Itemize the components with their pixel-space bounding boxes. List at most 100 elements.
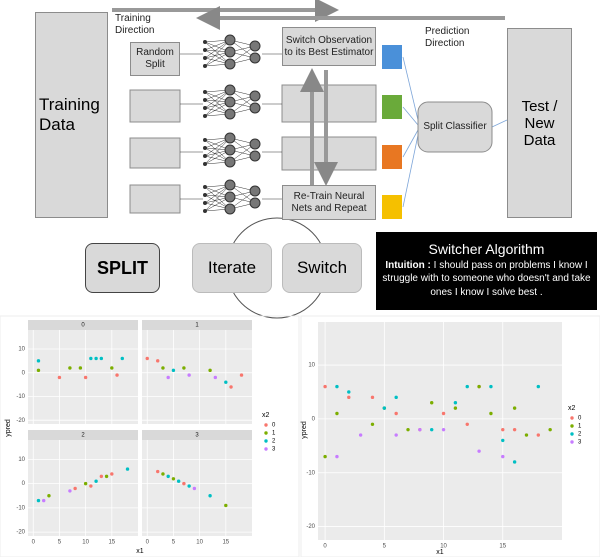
point — [441, 411, 446, 416]
panel-background — [142, 440, 252, 536]
algorithm-box: Switcher Algorithm Intuition : I should … — [376, 232, 597, 310]
legend-label: 2 — [578, 432, 582, 438]
point — [36, 498, 41, 503]
panel-background — [318, 322, 562, 540]
training-direction: Training Direction — [115, 13, 155, 36]
facet-title: 3 — [195, 433, 199, 439]
estimator-box — [281, 136, 377, 171]
x-tick-label: 0 — [146, 540, 150, 546]
facet-title: 1 — [195, 323, 199, 329]
point — [42, 498, 46, 503]
point — [394, 433, 398, 437]
y-tick-label: -20 — [16, 418, 25, 424]
legend-label: 0 — [272, 423, 276, 429]
point — [501, 454, 505, 459]
point — [512, 427, 517, 432]
neuron — [224, 108, 236, 120]
point — [73, 486, 77, 491]
neuron — [203, 90, 207, 94]
point — [239, 373, 244, 377]
point — [213, 375, 218, 380]
point — [182, 366, 186, 370]
neuron — [203, 56, 207, 60]
neuron — [224, 203, 236, 215]
legend-swatch — [570, 432, 574, 436]
x-tick-label: 5 — [58, 540, 62, 546]
neuron — [224, 179, 236, 191]
intuition-text: I should pass on problems I know I strug… — [382, 259, 591, 298]
intuition-label: Intuition : — [385, 259, 431, 271]
point — [110, 366, 114, 370]
y-tick-label: -10 — [306, 470, 315, 476]
point — [335, 411, 339, 416]
neuron — [203, 154, 207, 158]
point — [208, 494, 212, 498]
point — [501, 427, 505, 432]
y-tick-label: 0 — [22, 481, 26, 487]
panel-background — [142, 330, 252, 424]
point — [394, 395, 398, 400]
neuron — [203, 48, 207, 52]
neuron — [224, 84, 236, 96]
point — [99, 474, 104, 479]
legend-label: 1 — [578, 424, 582, 430]
x-tick-label: 5 — [172, 540, 176, 546]
neuron — [203, 40, 207, 44]
neuron — [224, 156, 236, 168]
net-edge — [204, 137, 231, 165]
point — [68, 366, 72, 370]
legend-label: 1 — [272, 431, 276, 437]
legend-swatch — [264, 431, 268, 435]
point — [104, 474, 109, 479]
neuron — [249, 138, 261, 150]
point — [83, 481, 88, 486]
point — [323, 384, 327, 389]
legend-swatch — [570, 440, 574, 444]
neuron — [224, 46, 236, 58]
point — [125, 467, 130, 471]
point — [335, 454, 339, 459]
point — [89, 484, 93, 488]
x-tick-label: 0 — [32, 540, 36, 546]
neuron — [249, 102, 261, 114]
split-box — [129, 89, 181, 123]
neuron — [249, 90, 261, 102]
retrain-box: Re-Train Neural Nets and Repeat — [282, 185, 376, 220]
point — [536, 433, 541, 437]
facet-strip — [28, 320, 138, 330]
neuron — [224, 144, 236, 156]
neuron — [249, 52, 261, 64]
point — [224, 380, 228, 384]
legend-swatch — [570, 416, 574, 420]
point — [182, 481, 186, 486]
point — [548, 427, 552, 432]
point — [453, 401, 458, 405]
point — [441, 427, 446, 432]
neuron — [249, 40, 261, 52]
point — [335, 384, 339, 389]
output-square — [382, 45, 402, 69]
point — [430, 427, 434, 432]
neuron — [249, 185, 261, 197]
random-split: Random Split — [130, 42, 180, 76]
chart-frame — [0, 315, 300, 557]
legend-label: 3 — [578, 440, 582, 446]
legend-label: 3 — [272, 447, 276, 453]
test-data: Test / New Data — [507, 28, 572, 218]
point — [83, 375, 88, 380]
neuron — [203, 138, 207, 142]
estimator-box — [281, 84, 377, 123]
point — [358, 433, 363, 437]
split-box — [129, 137, 181, 169]
legend-swatch — [264, 423, 268, 427]
point — [347, 395, 351, 400]
x-tick-label: 0 — [323, 544, 327, 550]
classifier-box — [417, 101, 493, 153]
legend-swatch — [570, 424, 574, 428]
point — [156, 469, 160, 474]
split-box — [129, 184, 181, 214]
facet-title: 2 — [81, 433, 85, 439]
y-tick-label: -20 — [306, 524, 315, 530]
x-tick-label: 10 — [82, 540, 89, 546]
point — [489, 384, 493, 389]
